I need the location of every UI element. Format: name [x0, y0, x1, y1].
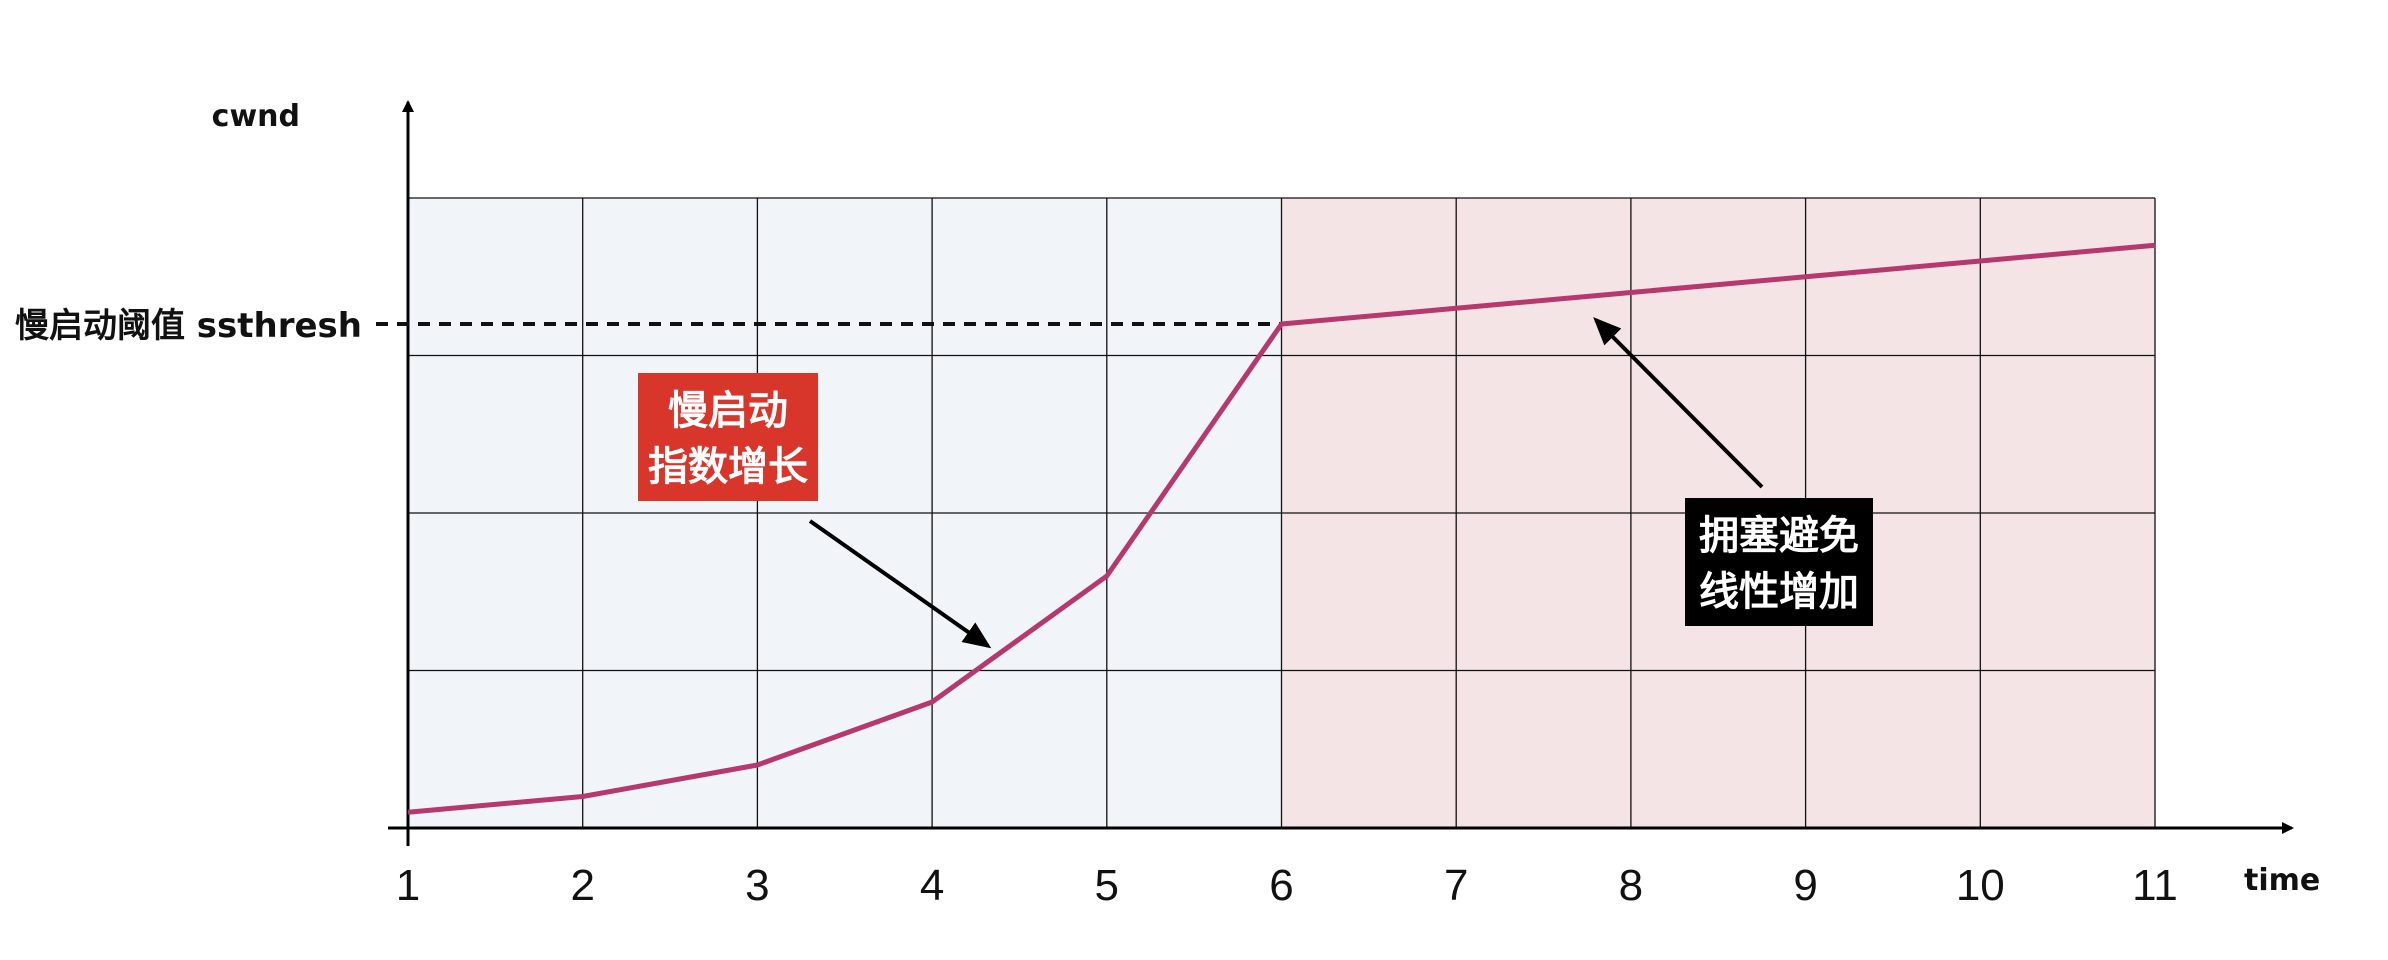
x-tick-label: 3: [745, 861, 769, 910]
data-point: [1805, 276, 1807, 278]
cwnd-series: [407, 242, 2156, 815]
data-point: [1630, 292, 1632, 293]
data-point: [582, 796, 584, 797]
x-tick-label: 7: [1444, 861, 1468, 910]
data-point: [756, 764, 758, 766]
x-tick-label: 2: [570, 861, 594, 910]
data-point: [1979, 260, 1981, 262]
x-tick-label: 5: [1095, 861, 1119, 910]
x-axis-label: time: [2244, 863, 2320, 898]
x-tick-label: 6: [1269, 861, 1293, 910]
x-tick-label: 11: [2132, 861, 2178, 910]
grid-lines: [407, 197, 2156, 828]
data-point: [2154, 244, 2156, 246]
slow-start-text: 慢启动: [668, 388, 788, 434]
slow-start-arrow: [808, 519, 992, 649]
slow-start-text: 指数增长: [648, 444, 808, 490]
x-tick-label: 8: [1619, 861, 1643, 910]
data-point: [1106, 575, 1108, 577]
axes: [388, 100, 2294, 846]
x-tick-label: 10: [1956, 861, 2005, 910]
x-tick-label: 9: [1793, 861, 1817, 910]
x-tick-label: 4: [920, 861, 944, 910]
threshold-label: 慢启动阈值 ssthresh: [15, 306, 362, 346]
congestion-avoidance-arrow: [1593, 317, 1764, 489]
congestion-avoidance-text: 拥塞避免: [1699, 513, 1859, 559]
data-point: [1281, 323, 1282, 325]
slow-start-box: [638, 373, 818, 501]
data-point: [1455, 307, 1457, 309]
x-tick-labels: 1 2 3 4 5 6 7 8 9 10 11: [396, 861, 2178, 910]
data-point: [931, 701, 933, 703]
congestion-avoidance-box: [1685, 498, 1873, 626]
x-tick-label: 1: [396, 861, 420, 910]
y-axis-label: cwnd: [212, 99, 300, 134]
congestion-avoidance-text: 线性增加: [1699, 569, 1859, 615]
data-point: [407, 811, 409, 813]
